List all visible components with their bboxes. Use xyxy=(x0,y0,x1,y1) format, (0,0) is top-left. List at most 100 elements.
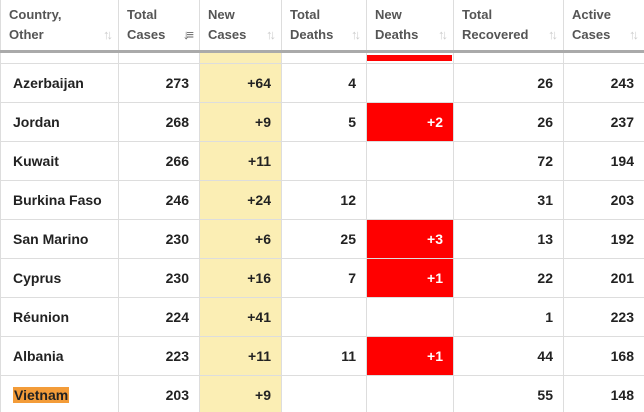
new-deaths-cell xyxy=(366,297,454,337)
total-cases-cell: 230 xyxy=(118,258,200,298)
country-cell[interactable]: Azerbaijan xyxy=(0,63,119,103)
column-header-active-cases[interactable]: Active Cases ↑↓ xyxy=(563,0,644,53)
total-recovered-cell: 72 xyxy=(453,141,564,181)
country-highlight[interactable]: Vietnam xyxy=(13,387,70,403)
country-cell[interactable]: San Marino xyxy=(0,219,119,259)
table-body: Azerbaijan 273 +64 4 26 243 Jordan 268 +9 5 +2 26 23… xyxy=(0,51,644,412)
column-header-label: New Cases xyxy=(208,7,247,42)
country-cell[interactable]: Kuwait xyxy=(0,141,119,181)
active-cases-cell: 201 xyxy=(563,258,644,298)
new-cases-cell: +41 xyxy=(199,297,282,337)
total-deaths-cell xyxy=(281,297,367,337)
total-cases-cell: 230 xyxy=(118,219,200,259)
table-row: Albania 223 +11 11 +1 44 168 xyxy=(0,336,644,376)
country-cell[interactable]: Vietnam xyxy=(0,375,119,412)
total-recovered-cell: 55 xyxy=(453,375,564,412)
total-deaths-cell: 4 xyxy=(281,63,367,103)
sort-icon[interactable]: ↑↓ xyxy=(548,27,558,42)
table-cell xyxy=(563,51,644,64)
table-cell xyxy=(118,51,200,64)
sort-icon[interactable]: ↑↓ xyxy=(629,27,639,42)
table-cell xyxy=(453,51,564,64)
column-header-label: Active Cases xyxy=(572,7,612,42)
total-deaths-cell: 12 xyxy=(281,180,367,220)
total-cases-cell: 223 xyxy=(118,336,200,376)
total-recovered-cell: 13 xyxy=(453,219,564,259)
sort-icon[interactable]: ↑↓ xyxy=(266,27,276,42)
new-deaths-cell xyxy=(366,180,454,220)
table-row: Kuwait 266 +11 72 194 xyxy=(0,141,644,181)
new-deaths-cell xyxy=(366,63,454,103)
new-cases-cell: +11 xyxy=(199,336,282,376)
sort-icon[interactable]: ↑↓ xyxy=(103,27,113,42)
new-deaths-cell: +1 xyxy=(366,258,454,298)
country-cell[interactable]: Réunion xyxy=(0,297,119,337)
total-deaths-cell xyxy=(281,141,367,181)
total-recovered-cell: 26 xyxy=(453,63,564,103)
active-cases-cell: 223 xyxy=(563,297,644,337)
total-cases-cell: 246 xyxy=(118,180,200,220)
table-row: Vietnam 203 +9 55 148 xyxy=(0,375,644,412)
new-deaths-cell xyxy=(366,141,454,181)
table-row: Jordan 268 +9 5 +2 26 237 xyxy=(0,102,644,142)
total-recovered-cell: 44 xyxy=(453,336,564,376)
sort-icon[interactable]: ↑↓ xyxy=(438,27,448,42)
total-deaths-cell: 7 xyxy=(281,258,367,298)
table-row: Burkina Faso 246 +24 12 31 203 xyxy=(0,180,644,220)
column-header-total-deaths[interactable]: Total Deaths ↑↓ xyxy=(281,0,367,53)
country-cell[interactable]: Jordan xyxy=(0,102,119,142)
new-deaths-cell: +1 xyxy=(366,336,454,376)
sort-desc-icon[interactable]: ↓≡ xyxy=(182,27,194,42)
table-row: San Marino 230 +6 25 +3 13 192 xyxy=(0,219,644,259)
table-cell xyxy=(199,51,282,64)
active-cases-cell: 237 xyxy=(563,102,644,142)
total-cases-cell: 273 xyxy=(118,63,200,103)
table-header-row: Country, Other ↑↓ Total Cases ↓≡ New Cas… xyxy=(0,0,644,53)
active-cases-cell: 243 xyxy=(563,63,644,103)
table-row: Cyprus 230 +16 7 +1 22 201 xyxy=(0,258,644,298)
total-recovered-cell: 26 xyxy=(453,102,564,142)
table-cell xyxy=(0,51,119,64)
new-cases-cell: +9 xyxy=(199,102,282,142)
column-header-label: Country, Other xyxy=(9,7,62,42)
table-row-partial xyxy=(0,51,644,64)
sort-icon[interactable]: ↑↓ xyxy=(351,27,361,42)
total-cases-cell: 266 xyxy=(118,141,200,181)
table-row: Azerbaijan 273 +64 4 26 243 xyxy=(0,63,644,103)
column-header-new-cases[interactable]: New Cases ↑↓ xyxy=(199,0,282,53)
country-cell[interactable]: Albania xyxy=(0,336,119,376)
column-header-total-cases[interactable]: Total Cases ↓≡ xyxy=(118,0,200,53)
total-deaths-cell: 11 xyxy=(281,336,367,376)
total-cases-cell: 268 xyxy=(118,102,200,142)
new-deaths-strip xyxy=(367,55,452,61)
total-deaths-cell: 5 xyxy=(281,102,367,142)
table-row: Réunion 224 +41 1 223 xyxy=(0,297,644,337)
new-cases-cell: +64 xyxy=(199,63,282,103)
column-header-total-recovered[interactable]: Total Recovered ↑↓ xyxy=(453,0,564,53)
active-cases-cell: 194 xyxy=(563,141,644,181)
new-deaths-cell: +3 xyxy=(366,219,454,259)
active-cases-cell: 148 xyxy=(563,375,644,412)
column-header-new-deaths[interactable]: New Deaths ↑↓ xyxy=(366,0,454,53)
column-header-country[interactable]: Country, Other ↑↓ xyxy=(0,0,119,53)
country-cell[interactable]: Cyprus xyxy=(0,258,119,298)
column-header-label: Total Cases xyxy=(127,7,166,42)
active-cases-cell: 168 xyxy=(563,336,644,376)
total-recovered-cell: 22 xyxy=(453,258,564,298)
new-cases-cell: +16 xyxy=(199,258,282,298)
new-cases-cell: +6 xyxy=(199,219,282,259)
active-cases-cell: 192 xyxy=(563,219,644,259)
new-cases-cell: +11 xyxy=(199,141,282,181)
table-cell xyxy=(281,51,367,64)
new-deaths-cell xyxy=(366,375,454,412)
total-recovered-cell: 1 xyxy=(453,297,564,337)
total-deaths-cell xyxy=(281,375,367,412)
total-recovered-cell: 31 xyxy=(453,180,564,220)
column-header-label: Total Deaths xyxy=(290,7,334,42)
country-cell[interactable]: Burkina Faso xyxy=(0,180,119,220)
total-cases-cell: 224 xyxy=(118,297,200,337)
new-deaths-cell: +2 xyxy=(366,102,454,142)
new-cases-cell: +24 xyxy=(199,180,282,220)
total-deaths-cell: 25 xyxy=(281,219,367,259)
